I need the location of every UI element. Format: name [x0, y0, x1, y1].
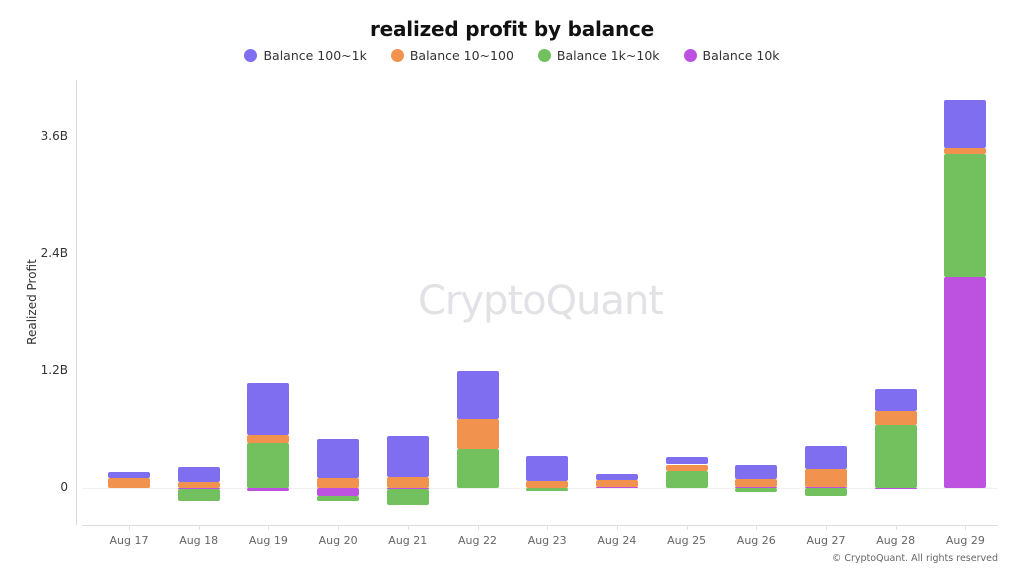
bar-segment[interactable]: [665, 464, 708, 472]
bar-segment[interactable]: [805, 469, 847, 488]
bar-segment[interactable]: [456, 370, 499, 420]
legend-dot-icon: [390, 49, 404, 62]
bar-segment[interactable]: [247, 488, 290, 491]
x-tick-label: Aug 18: [179, 534, 219, 547]
x-tick-label: Aug 21: [388, 534, 428, 547]
bar-segment[interactable]: [526, 455, 569, 482]
x-tick-label: Aug 28: [876, 534, 916, 547]
bar-segment[interactable]: [247, 435, 290, 443]
x-tick-label: Aug 24: [597, 534, 637, 547]
bar-segment[interactable]: [456, 419, 499, 449]
bar-segment[interactable]: [456, 448, 499, 488]
x-tick-mark: [268, 525, 269, 530]
x-tick-mark: [896, 525, 897, 530]
bar-segment[interactable]: [595, 474, 638, 481]
bar-segment[interactable]: [874, 425, 917, 488]
bar-segment[interactable]: [386, 488, 429, 489]
bar-segment[interactable]: [944, 100, 987, 149]
y-tick-3-6b: 3.6B: [40, 129, 68, 143]
y-axis-line: [76, 80, 77, 525]
chart-title: realized profit by balance: [369, 17, 655, 41]
bar-segment[interactable]: [665, 456, 708, 465]
x-tick-mark: [547, 525, 548, 530]
bar-segment[interactable]: [805, 445, 847, 470]
legend-label: Balance 1k~10k: [556, 48, 660, 63]
bar-segment[interactable]: [317, 439, 360, 479]
bar-segment[interactable]: [177, 488, 220, 501]
bar-segment[interactable]: [944, 154, 987, 278]
bar-segment[interactable]: [735, 479, 778, 488]
bar-segment[interactable]: [386, 436, 429, 478]
bar-segment[interactable]: [874, 389, 917, 411]
x-tick-mark: [478, 525, 479, 530]
bar-segment[interactable]: [108, 472, 150, 479]
x-tick-label: Aug 17: [109, 534, 149, 547]
bar-segment[interactable]: [874, 488, 917, 489]
copyright: © CryptoQuant. All rights reserved: [831, 553, 998, 564]
x-tick-mark: [408, 525, 409, 530]
bar-segment[interactable]: [944, 277, 987, 488]
x-tick-label: Aug 19: [248, 534, 288, 547]
bar-segment[interactable]: [526, 481, 569, 488]
bar-segment[interactable]: [177, 482, 220, 488]
bar-segment[interactable]: [317, 488, 360, 496]
legend-item-100-1k[interactable]: Balance 100~1k: [244, 48, 367, 63]
bar-segment[interactable]: [805, 487, 847, 489]
legend-label: Balance 100~1k: [263, 48, 367, 63]
x-tick-mark: [756, 525, 757, 530]
x-tick-label: Aug 23: [527, 534, 567, 547]
legend-dot-icon: [244, 49, 258, 62]
x-tick-label: Aug 20: [318, 534, 358, 547]
x-tick-label: Aug 25: [667, 534, 707, 547]
bar-segment[interactable]: [735, 487, 778, 489]
bar-segment[interactable]: [595, 487, 638, 489]
bar-segment[interactable]: [735, 465, 778, 480]
x-tick-label: Aug 29: [945, 534, 985, 547]
x-tick-mark: [687, 525, 688, 530]
legend-dot-icon: [537, 49, 551, 62]
legend-item-10-100[interactable]: Balance 10~100: [390, 48, 514, 63]
x-tick-label: Aug 22: [458, 534, 497, 547]
x-axis-line: [82, 525, 998, 526]
bar-segment[interactable]: [177, 467, 220, 483]
x-tick-label: Aug 26: [736, 534, 776, 547]
bar-segment[interactable]: [386, 488, 429, 505]
y-tick-2-4b: 2.4B: [40, 246, 68, 260]
bar-segment[interactable]: [595, 480, 638, 487]
bar-segment[interactable]: [247, 442, 290, 488]
x-tick-mark: [617, 525, 618, 530]
x-tick-mark: [826, 525, 827, 530]
x-tick-mark: [129, 525, 130, 530]
legend-label: Balance 10~100: [409, 48, 514, 63]
bar-segment[interactable]: [317, 478, 360, 488]
bar-segment[interactable]: [735, 488, 778, 492]
bar-segment[interactable]: [247, 383, 290, 436]
bar-segment[interactable]: [108, 478, 150, 488]
y-tick-0: 0: [60, 480, 68, 494]
x-tick-mark: [338, 525, 339, 530]
legend: Balance 100~1k Balance 10~100 Balance 1k…: [0, 48, 1024, 63]
watermark: CryptoQuant: [418, 278, 664, 324]
y-tick-1-2b: 1.2B: [40, 363, 68, 377]
bar-segment[interactable]: [805, 488, 847, 496]
x-tick-mark: [199, 525, 200, 530]
x-tick-mark: [965, 525, 966, 530]
bar-segment[interactable]: [386, 477, 429, 488]
x-tick-label: Aug 27: [806, 534, 846, 547]
bar-segment[interactable]: [177, 488, 220, 489]
bar-segment[interactable]: [944, 148, 987, 155]
legend-label: Balance 10k: [702, 48, 780, 63]
legend-dot-icon: [683, 49, 697, 62]
legend-item-10k[interactable]: Balance 10k: [683, 48, 780, 63]
legend-item-1k-10k[interactable]: Balance 1k~10k: [537, 48, 660, 63]
bar-segment[interactable]: [526, 488, 569, 491]
bar-segment[interactable]: [317, 495, 360, 501]
bar-segment[interactable]: [874, 410, 917, 426]
y-axis-label: Realized Profit: [25, 259, 39, 345]
bar-segment[interactable]: [665, 471, 708, 488]
